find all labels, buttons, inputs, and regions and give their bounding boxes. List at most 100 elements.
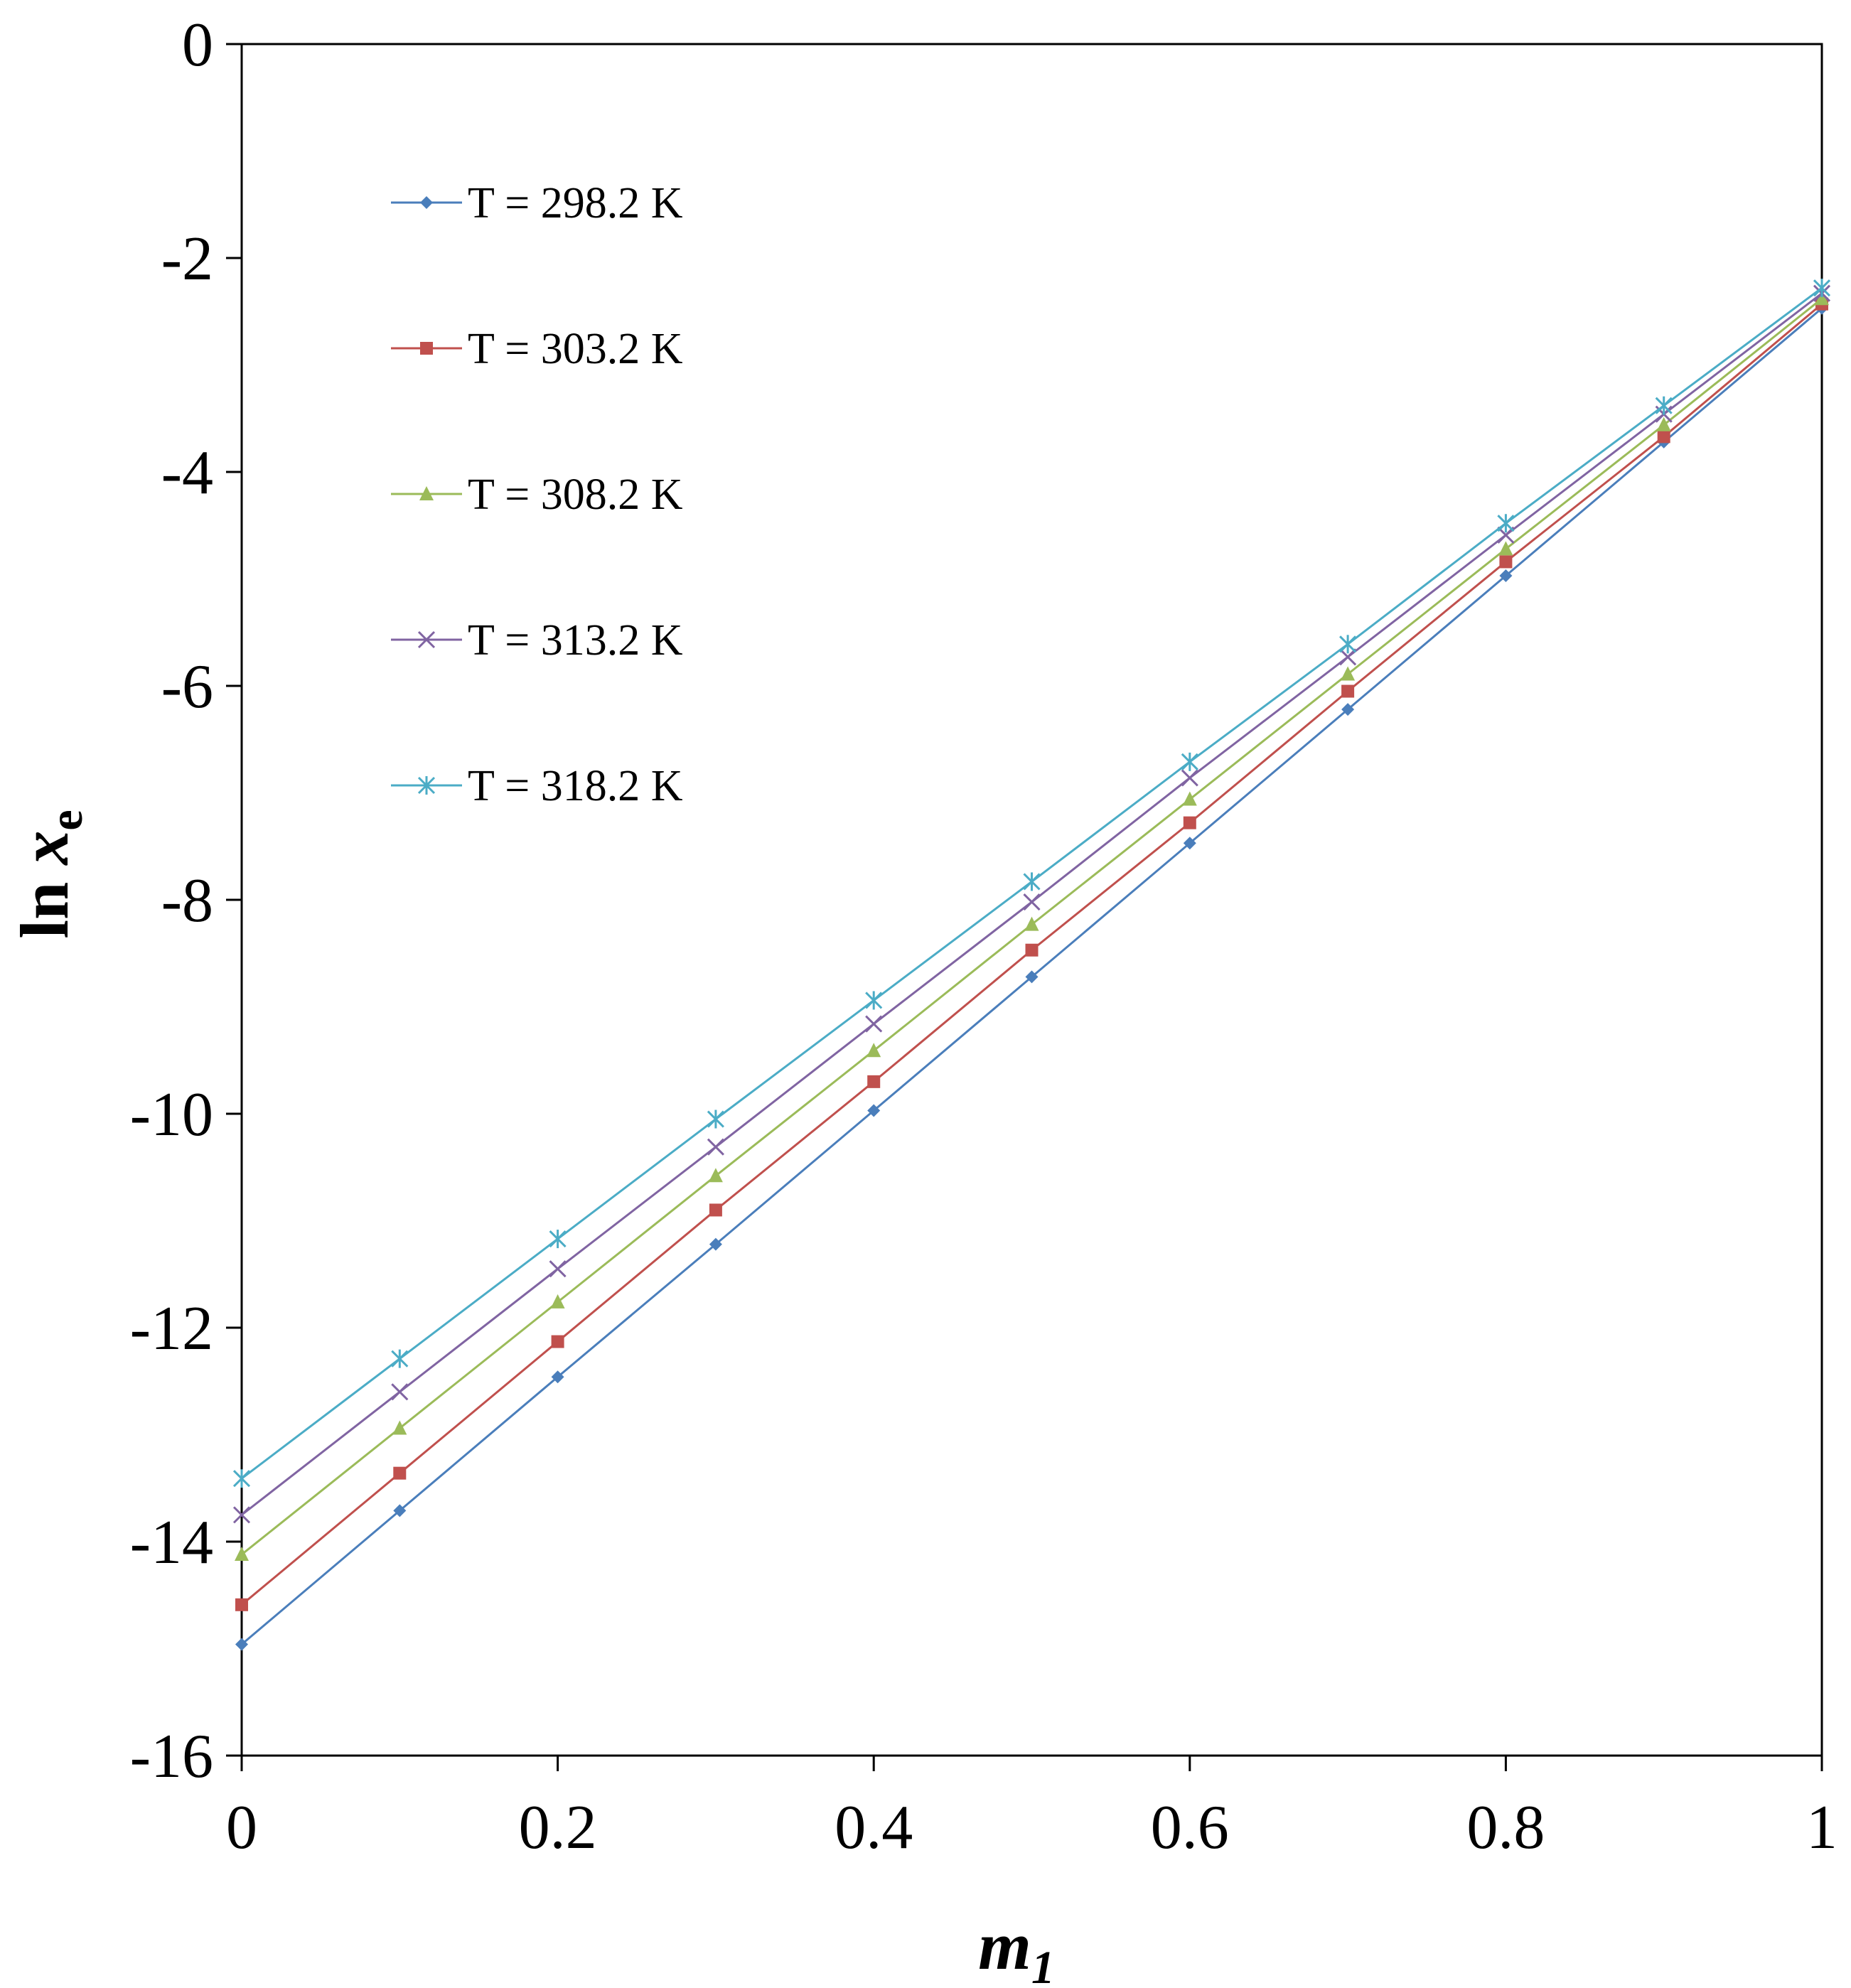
data-point	[707, 1138, 724, 1156]
data-point	[549, 1260, 567, 1278]
y-tick-label: -14	[130, 1508, 213, 1577]
y-tick-label: -6	[161, 652, 213, 721]
data-point	[1497, 514, 1515, 533]
series-4	[232, 284, 1831, 1524]
x-tick-label: 0	[226, 1793, 257, 1862]
data-point	[1813, 279, 1831, 298]
x-tick-label: 0.2	[519, 1793, 597, 1862]
axes: 0-2-4-6-8-10-12-14-160 0.2 0.4 0.6 0.8 1	[130, 11, 1837, 1862]
series-group	[232, 279, 1831, 1651]
legend-label: T = 303.2 K	[468, 325, 683, 373]
data-point	[393, 1504, 407, 1517]
x-axis-title-main: m	[978, 1908, 1031, 1984]
marker-stroke	[417, 630, 436, 649]
data-point	[392, 1420, 407, 1435]
data-point	[235, 1638, 248, 1651]
x-tick-label: 1	[1806, 1793, 1837, 1862]
x-tick-label: 0.4	[835, 1793, 913, 1862]
y-tick-label: 0	[182, 11, 213, 80]
marker-stroke	[1181, 769, 1198, 787]
legend-item: T = 313.2 K	[391, 616, 683, 665]
marker-stroke	[1339, 648, 1357, 666]
data-point	[1656, 417, 1671, 431]
data-point	[1339, 648, 1357, 666]
y-axis-title: ln xe	[6, 810, 92, 938]
series-5	[232, 279, 1831, 1488]
y-tick-label: -10	[130, 1080, 213, 1149]
data-point	[1657, 430, 1670, 444]
y-tick-label: -8	[161, 866, 213, 935]
marker-stroke	[707, 1138, 724, 1156]
data-point	[1023, 872, 1041, 891]
data-point	[1499, 555, 1513, 569]
data-point	[1339, 635, 1357, 654]
data-point	[1182, 791, 1197, 806]
marker-stroke	[1023, 893, 1041, 911]
data-point	[1341, 666, 1356, 681]
data-point	[1655, 396, 1673, 415]
data-point	[1498, 541, 1513, 556]
x-tick-label: 0.8	[1466, 1793, 1545, 1862]
data-point	[1815, 291, 1829, 306]
legend-label: T = 298.2 K	[468, 179, 683, 227]
y-tick-label: -12	[130, 1294, 213, 1363]
data-point	[865, 1015, 883, 1033]
marker-stroke	[865, 1015, 883, 1033]
data-point	[707, 1109, 724, 1129]
x-axis-title-sub: 1	[1031, 1942, 1055, 1988]
legend-marker	[419, 486, 434, 500]
data-point	[1023, 893, 1041, 911]
data-point	[391, 1349, 409, 1368]
plot-frame	[240, 43, 1823, 1757]
data-point	[1341, 703, 1355, 716]
data-point	[1341, 684, 1355, 698]
series-1	[235, 301, 1828, 1651]
series-3	[235, 291, 1829, 1562]
x-axis-title: m1	[978, 1908, 1055, 1988]
legend-label: T = 313.2 K	[468, 616, 683, 665]
legend-item: T = 318.2 K	[391, 762, 683, 810]
data-point	[867, 1104, 881, 1117]
y-tick-label: -16	[130, 1722, 213, 1791]
data-point	[391, 1383, 409, 1401]
data-point	[235, 1598, 248, 1611]
legend-marker	[417, 630, 436, 649]
data-point	[865, 991, 883, 1010]
legend-label: T = 308.2 K	[468, 471, 683, 519]
data-point	[1183, 816, 1196, 829]
y-tick-label: -2	[161, 225, 213, 294]
data-point	[549, 1230, 567, 1249]
data-point	[1499, 569, 1513, 582]
marker-stroke	[232, 1506, 251, 1524]
data-point	[1183, 837, 1196, 850]
data-point	[709, 1237, 722, 1251]
data-point	[709, 1203, 722, 1217]
legend-item: T = 298.2 K	[391, 179, 683, 227]
x-tick-label: 0.6	[1151, 1793, 1229, 1862]
data-point	[551, 1335, 564, 1348]
data-point	[1025, 970, 1039, 984]
data-point	[1024, 916, 1039, 931]
legend-marker	[420, 342, 433, 355]
data-point	[708, 1168, 723, 1183]
data-point	[393, 1466, 407, 1480]
data-point	[235, 1547, 249, 1562]
marker-stroke	[549, 1260, 567, 1278]
y-axis-title-sub: e	[41, 810, 92, 830]
legend-item: T = 303.2 K	[391, 325, 683, 373]
series-2	[235, 297, 1828, 1611]
data-point	[1025, 943, 1039, 957]
data-point	[232, 1469, 251, 1488]
y-axis-title-prefix: ln	[6, 865, 82, 939]
legend-marker	[417, 776, 436, 795]
y-tick-label: -4	[161, 439, 213, 507]
legend-marker	[420, 196, 433, 209]
legend-label: T = 318.2 K	[468, 762, 683, 810]
data-point	[232, 1506, 251, 1524]
data-point	[550, 1294, 565, 1309]
data-point	[1181, 769, 1198, 787]
data-point	[867, 1075, 881, 1088]
legend: T = 298.2 K T = 303.2 K T = 308.2 K T = 313…	[391, 179, 683, 810]
legend-item: T = 308.2 K	[391, 471, 683, 519]
